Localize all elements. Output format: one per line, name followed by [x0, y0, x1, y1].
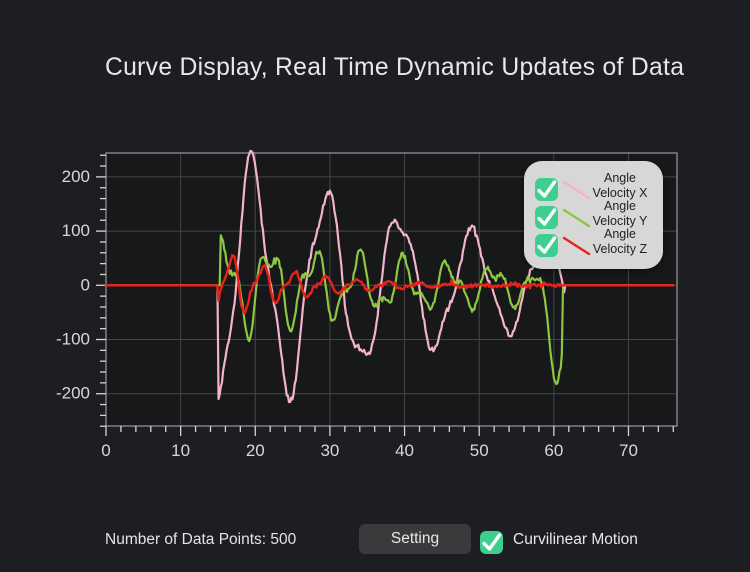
svg-text:50: 50 [470, 441, 489, 460]
svg-text:10: 10 [171, 441, 190, 460]
svg-text:70: 70 [619, 441, 638, 460]
svg-text:200: 200 [62, 167, 90, 186]
svg-text:30: 30 [320, 441, 339, 460]
svg-text:40: 40 [395, 441, 414, 460]
svg-text:0: 0 [81, 275, 90, 294]
svg-text:100: 100 [62, 221, 90, 240]
svg-text:20: 20 [246, 441, 265, 460]
svg-text:0: 0 [101, 441, 110, 460]
svg-text:-100: -100 [56, 330, 90, 349]
svg-text:-200: -200 [56, 384, 90, 403]
svg-text:60: 60 [544, 441, 563, 460]
